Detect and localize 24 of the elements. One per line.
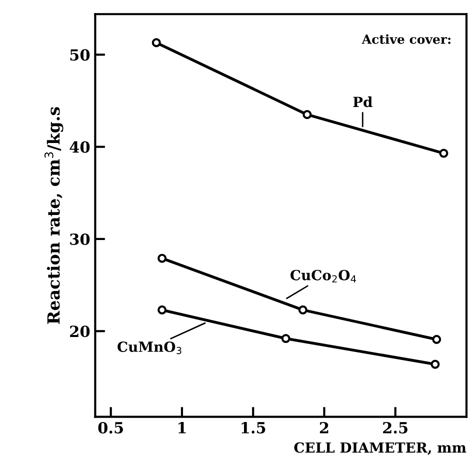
y-tick-label: 50 <box>70 49 90 61</box>
point <box>158 305 167 314</box>
point <box>152 38 161 48</box>
point <box>430 360 440 369</box>
annotation: Pd <box>353 96 372 108</box>
y-tick-label: 40 <box>70 141 90 153</box>
x-tick-label: 1 <box>178 422 186 434</box>
point <box>281 334 290 344</box>
annotation: Active cover: <box>362 34 450 44</box>
x-tick-label: 2 <box>320 422 328 434</box>
y-tick-label: 30 <box>70 233 90 246</box>
annotation: CuMnO$_{3}$ <box>118 342 182 354</box>
point <box>298 305 308 314</box>
annotation: CuCo$_{2}$O$_{4}$ <box>290 270 356 282</box>
x-tick-label: 0.5 <box>98 422 123 434</box>
y-tick-label: 20 <box>70 326 90 338</box>
point <box>302 110 312 120</box>
x-axis-title: CELL DIAMETER, mm <box>294 442 466 455</box>
point <box>158 254 167 263</box>
point <box>439 148 448 158</box>
point <box>432 334 442 344</box>
y-axis-title: Reaction rate, cm$^{3}$/kg.s <box>44 107 64 324</box>
x-tick-label: 2.5 <box>383 422 408 434</box>
x-tick-label: 1.5 <box>242 422 266 434</box>
